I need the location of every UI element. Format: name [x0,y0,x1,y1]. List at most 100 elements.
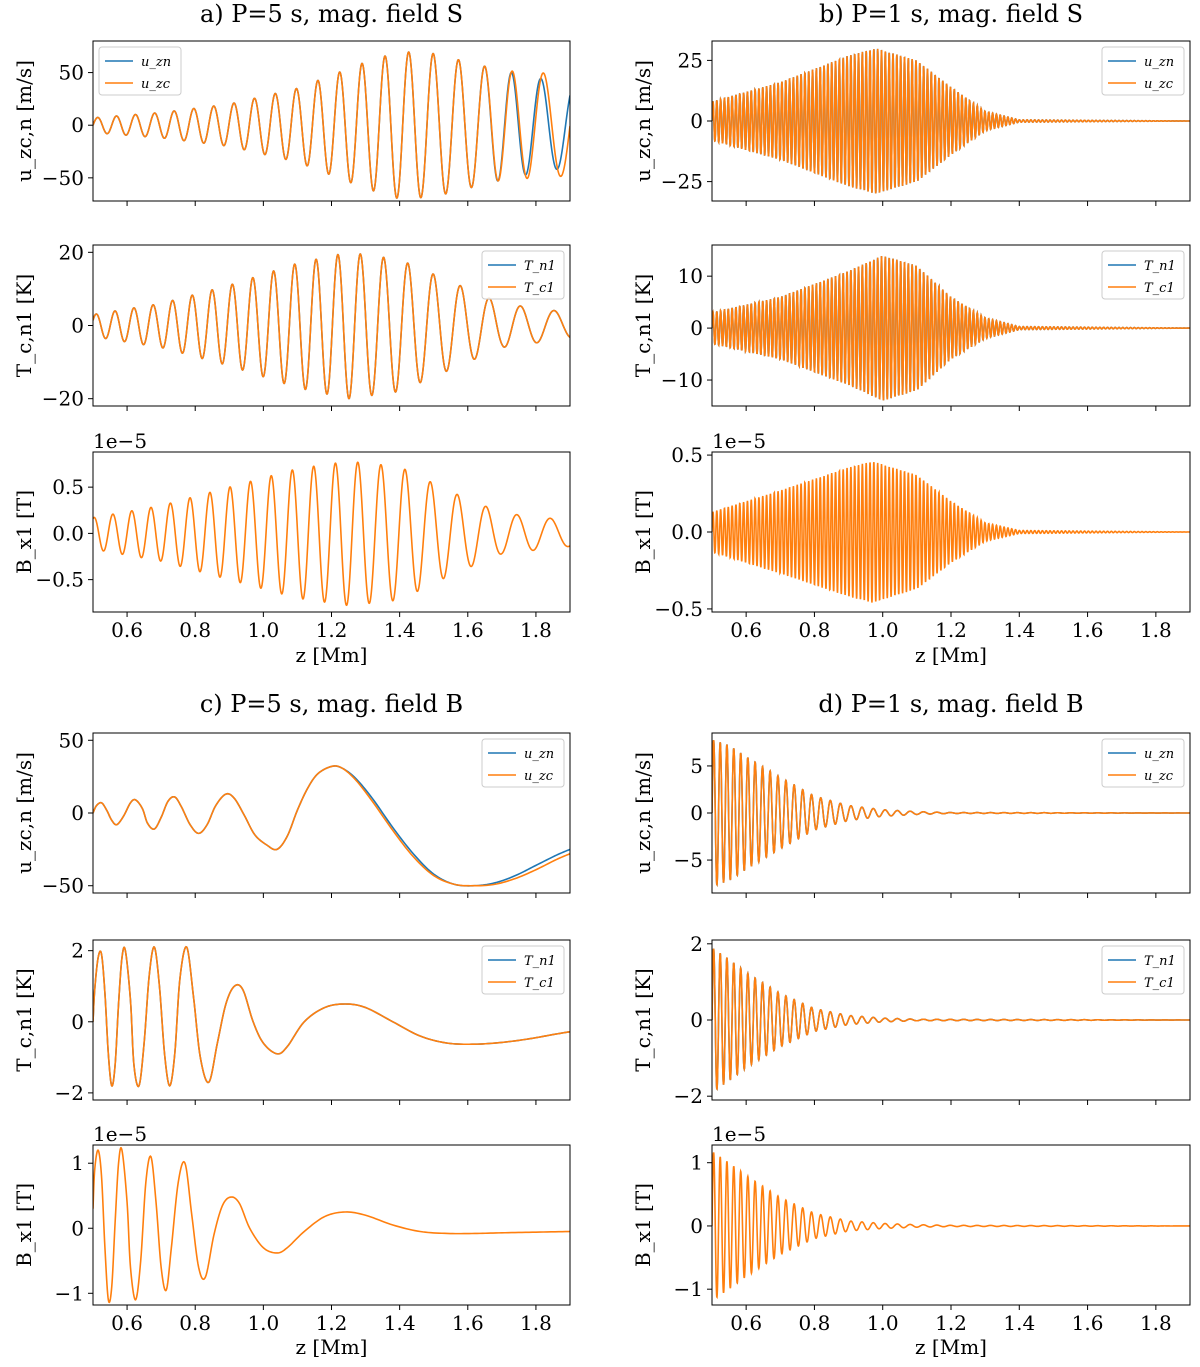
legend-label-u_zn: u_zn [1144,747,1174,762]
x-axis-label: z [Mm] [296,643,368,667]
y-axis-label: B_x1 [T] [631,1183,655,1267]
legend: T_n1 T_c1 [481,250,565,300]
y-axis-label: T_c,n1 [K] [631,968,655,1071]
y-tick-label: 20 [59,240,84,264]
subplot: 20 0 −20T_c,n1 [K] T_n1 T_c1 [12,240,571,411]
legend-label-T_c1: T_c1 [524,976,555,991]
legend-label-T_n1: T_n1 [524,259,556,274]
y-tick-label: 5 [690,754,703,778]
y-tick-label: 0.0 [52,521,84,545]
x-tick-label: 1.6 [1072,618,1104,642]
subplot: 0.6 0.8 1.0 1.2 1.4 1.6 1.8 0.5 0.0 −0.5 1e−5 B_x1 … [631,429,1191,642]
y-tick-label: −0.5 [654,597,703,621]
y-tick-label: −1 [674,1277,703,1301]
y-tick-label: 0 [690,316,703,340]
y-tick-label: 0 [71,314,84,338]
panel-title: b) P=1 s, mag. field S [819,0,1083,28]
y-tick-label: 0 [690,1214,703,1238]
x-tick-label: 1.8 [1140,618,1172,642]
subplot: 2 0 −2 T_c,n1 [K] T_n1 T_c1 [631,932,1191,1108]
series-line-T_c1 [93,945,570,1088]
y-tick-label: 1 [71,1151,84,1175]
legend: u_zn u_zc [481,738,565,788]
legend: u_zn u_zc [98,46,182,96]
series-line-u_zc [93,51,570,199]
y-axis-label: T_c,n1 [K] [12,274,36,377]
y-tick-label: −50 [42,874,84,898]
y-axis-label: u_zc,n [m/s] [631,60,655,182]
legend-label-u_zn: u_zn [524,747,554,762]
y-axis-label: T_c,n1 [K] [631,274,655,377]
y-tick-label: −50 [42,166,84,190]
legend-label-u_zc: u_zc [524,769,554,784]
y-tick-label: 0 [71,1010,84,1034]
panel-a: a) P=5 s, mag. field S 50 0 −50u_zc,n [m/s]… [12,0,571,667]
legend-label-u_zc: u_zc [141,77,171,92]
offset-text: 1e−5 [93,1122,147,1146]
x-tick-label: 0.6 [111,618,143,642]
x-tick-label: 0.6 [730,1311,762,1335]
y-tick-label: 1 [690,1151,703,1175]
legend: u_zn u_zc [1101,738,1185,788]
series-line-u_zc [712,739,1190,887]
y-tick-label: −5 [674,848,703,872]
x-axis-label: z [Mm] [915,643,987,667]
y-tick-label: 0 [690,801,703,825]
x-tick-label: 1.8 [520,1311,552,1335]
y-tick-label: 0 [71,801,84,825]
x-tick-label: 1.6 [1072,1311,1104,1335]
x-tick-label: 1.0 [867,618,899,642]
legend-label-u_zc: u_zc [1144,769,1174,784]
x-tick-label: 0.8 [179,1311,211,1335]
legend: T_n1 T_c1 [1101,945,1185,995]
subplot: 0.6 0.8 1.0 1.2 1.4 1.6 1.8 1 0 −1 1e−5 B_x1 [T] [631,1122,1191,1335]
x-tick-label: 1.4 [384,618,416,642]
y-tick-label: −2 [55,1081,84,1105]
x-tick-label: 1.2 [935,618,967,642]
x-axis-label: z [Mm] [915,1335,987,1359]
y-tick-label: −0.5 [35,568,84,592]
series-line-T_c1 [712,948,1190,1091]
legend-label-T_n1: T_n1 [524,954,556,969]
subplot: 5 0 −5 u_zc,n [m/s] u_zn u_zc [631,732,1191,898]
x-tick-label: 1.0 [247,618,279,642]
legend-label-T_c1: T_c1 [1144,976,1175,991]
x-tick-label: 1.0 [867,1311,899,1335]
legend-label-T_n1: T_n1 [1144,259,1176,274]
y-tick-label: −25 [661,170,703,194]
x-tick-label: 1.4 [1003,1311,1035,1335]
y-tick-label: −1 [55,1281,84,1305]
series-line-u_zc [712,48,1190,194]
legend-label-u_zn: u_zn [1144,55,1174,70]
x-tick-label: 1.0 [247,1311,279,1335]
x-tick-label: 0.6 [111,1311,143,1335]
y-tick-label: 0.5 [671,443,703,467]
legend-label-T_c1: T_c1 [524,281,555,296]
series-line-B_x1 [93,461,570,607]
y-axis-label: T_c,n1 [K] [12,968,36,1071]
y-axis-label: B_x1 [T] [12,1183,36,1267]
series-line-B_x1 [712,461,1190,603]
series-line-T_c1 [712,255,1190,401]
y-axis-label: u_zc,n [m/s] [631,752,655,874]
x-tick-label: 0.6 [730,618,762,642]
panel-c: c) P=5 s, mag. field B 50 0 −50u_zc,n [m/s]… [12,690,571,1359]
offset-text: 1e−5 [712,429,766,453]
panel-title: c) P=5 s, mag. field B [200,690,463,718]
subplot: 0.6 0.8 1.0 1.2 1.4 1.6 1.8 0.5 0.0 −0.5 1e−5 B_x1 … [12,429,571,642]
x-tick-label: 1.6 [452,618,484,642]
x-tick-label: 1.2 [316,1311,348,1335]
y-tick-label: 2 [690,932,703,956]
subplot: 2 0 −2 T_c,n1 [K] T_n1 T_c1 [12,939,571,1105]
x-tick-label: 0.8 [179,618,211,642]
y-tick-label: 2 [71,939,84,963]
x-tick-label: 1.4 [1003,618,1035,642]
legend: u_zn u_zc [1101,46,1185,96]
panel-d: d) P=1 s, mag. field B 5 0 −5 u_zc,n [m/s] u_… [631,690,1191,1359]
axes-frame [92,1144,571,1306]
subplot: 25 0 −25u_zc,n [m/s] u_zn u_zc [631,40,1191,206]
legend: T_n1 T_c1 [481,945,565,995]
y-tick-label: 0.0 [671,520,703,544]
series-line-B_x1 [712,1152,1190,1300]
y-tick-label: 50 [59,728,84,752]
